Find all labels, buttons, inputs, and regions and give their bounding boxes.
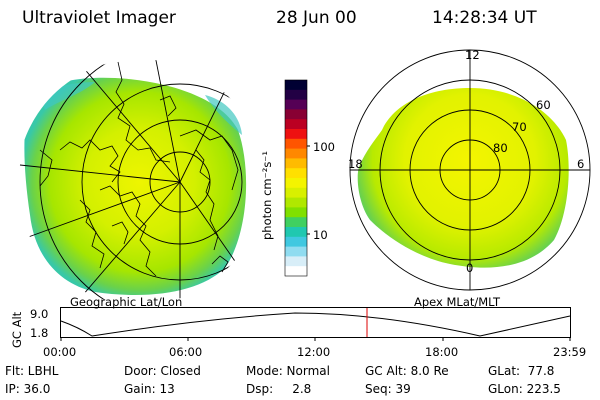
- timeline-y-label: GC Alt: [10, 311, 24, 348]
- colorbar-swatch: [285, 129, 307, 140]
- colorbar-swatch: [285, 158, 307, 169]
- colorbar-swatch: [285, 227, 307, 238]
- colorbar-tick-10: 10: [313, 228, 328, 242]
- left-panel-caption: Geographic Lat/Lon: [70, 295, 183, 309]
- colorbar-swatch: [285, 217, 307, 228]
- colorbar-swatch: [285, 236, 307, 248]
- timeline-ymin: 1.8: [30, 326, 49, 340]
- colorbar-swatch: [285, 89, 307, 101]
- timeline-tick-1200: 12:00: [297, 345, 331, 359]
- mode-info: Mode: Normal: [246, 364, 330, 378]
- colorbar: [284, 79, 310, 277]
- glon-info: GLon: 223.5: [488, 382, 561, 396]
- mlt-label-18: 18: [348, 157, 363, 171]
- colorbar-tick-100: 100: [313, 140, 335, 154]
- uv-emission-region: [24, 77, 247, 295]
- colorbar-swatch: [285, 266, 307, 277]
- colorbar-swatch: [285, 138, 307, 150]
- mlt-label-6: 6: [577, 157, 585, 171]
- colorbar-swatch: [285, 246, 307, 257]
- colorbar-swatches: [285, 80, 307, 277]
- colorbar-swatch: [285, 109, 307, 120]
- colorbar-swatch: [285, 178, 307, 189]
- colorbar-swatch: [285, 197, 307, 208]
- mlat-label-70: 70: [512, 120, 527, 134]
- gain-info: Gain: 13: [124, 382, 175, 396]
- geographic-grid: [19, 59, 260, 300]
- timeline-tick-2359: 23:59: [553, 345, 587, 359]
- timeline-ymax: 9.0: [30, 307, 49, 321]
- mlat-mlt-grid: [349, 49, 591, 291]
- instrument-title: Ultraviolet Imager: [22, 8, 176, 28]
- mlt-label-0: 0: [466, 261, 474, 275]
- colorbar-swatch: [285, 207, 307, 218]
- right-panel-caption: Apex MLat/MLT: [414, 295, 501, 309]
- mlt-label-12: 12: [465, 48, 480, 62]
- geographic-image: [19, 59, 260, 300]
- ip-info: IP: 36.0: [5, 382, 51, 396]
- mlat-label-60: 60: [536, 98, 551, 112]
- date-label: 28 Jun 00: [276, 8, 357, 28]
- time-label: 14:28:34 UT: [432, 8, 537, 28]
- colorbar-swatch: [285, 80, 307, 91]
- filter-info: Flt: LBHL: [5, 364, 59, 378]
- timeline-plot: [60, 307, 571, 341]
- seq-info: Seq: 39: [365, 382, 411, 396]
- colorbar-swatch: [285, 99, 307, 110]
- timeline-tick-0600: 06:00: [169, 345, 203, 359]
- colorbar-swatch: [285, 119, 307, 130]
- glat-info: GLat: 77.8: [488, 364, 555, 378]
- orbit-altitude-curve: [60, 312, 571, 337]
- dsp-info: Dsp: 2.8: [246, 382, 312, 396]
- apex-image: [349, 49, 591, 291]
- door-info: Door: Closed: [124, 364, 201, 378]
- colorbar-swatch: [285, 168, 307, 179]
- colorbar-swatch: [285, 256, 307, 267]
- colorbar-unit-label: photon cm⁻²s⁻¹: [260, 151, 274, 240]
- timeline-tick-1800: 18:00: [425, 345, 459, 359]
- timeline-tick-0000: 00:00: [43, 345, 77, 359]
- gc-alt-info: GC Alt: 8.0 Re: [365, 364, 449, 378]
- coastlines: [39, 61, 239, 277]
- colorbar-swatch: [285, 148, 307, 159]
- colorbar-swatch: [285, 187, 307, 199]
- uv-emission-region: [357, 88, 569, 268]
- mlat-label-80: 80: [493, 141, 508, 155]
